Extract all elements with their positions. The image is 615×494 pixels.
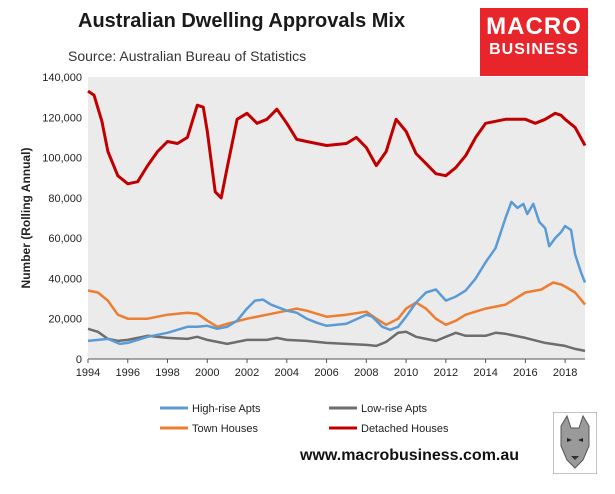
y-tick-label: 80,000	[48, 193, 82, 205]
x-tick-label: 2002	[235, 367, 259, 379]
y-tick-label: 60,000	[48, 233, 82, 245]
legend-label: Town Houses	[192, 423, 259, 435]
x-tick-label: 2006	[314, 367, 338, 379]
legend: High-rise Apts Low-rise Apts Town Houses De…	[160, 403, 449, 435]
y-tick-label: 100,000	[42, 153, 82, 165]
logo-line-1: MACRO	[486, 13, 582, 40]
x-tick-label: 2012	[434, 367, 458, 379]
x-tick-label: 1994	[76, 367, 100, 379]
x-tick-label: 1998	[155, 367, 179, 379]
series-line-high-rise	[87, 200, 587, 346]
legend-label: Detached Houses	[361, 423, 449, 435]
series-line-low-rise	[87, 327, 586, 353]
chart-source: Source: Australian Bureau of Statistics	[68, 48, 307, 64]
y-tick-label: 20,000	[48, 314, 82, 326]
wolf-icon	[553, 412, 597, 474]
series-lines	[87, 89, 587, 353]
x-axis: 1994 1996 1998 2000 2002 2004 2006 2008 2010 2012…	[76, 358, 585, 379]
plot-area	[88, 77, 585, 359]
series-line-detached	[87, 89, 587, 200]
y-axis: 0 20,000 40,000 60,000 80,000 100,000 120,000 1…	[42, 72, 82, 366]
legend-label: High-rise Apts	[192, 403, 261, 415]
x-tick-label: 2016	[513, 367, 537, 379]
chart-title: Australian Dwelling Approvals Mix	[78, 10, 406, 32]
y-tick-label: 40,000	[48, 273, 82, 285]
y-tick-label: 140,000	[42, 72, 82, 84]
x-tick-label: 2014	[473, 367, 497, 379]
x-tick-label: 2010	[394, 367, 418, 379]
x-tick-label: 2004	[275, 367, 299, 379]
y-tick-label: 120,000	[42, 112, 82, 124]
website-url: www.macrobusiness.com.au	[300, 447, 520, 464]
legend-label: Low-rise Apts	[361, 403, 428, 415]
logo-line-2: BUSINESS	[489, 41, 579, 58]
x-tick-label: 2000	[195, 367, 219, 379]
x-tick-label: 2018	[553, 367, 577, 379]
x-tick-label: 1996	[116, 367, 140, 379]
y-axis-label: Number (Rolling Annual)	[19, 148, 33, 289]
x-tick-label: 2008	[354, 367, 378, 379]
y-tick-label: 0	[76, 354, 82, 366]
brand-logo: MACRO BUSINESS	[480, 8, 588, 76]
